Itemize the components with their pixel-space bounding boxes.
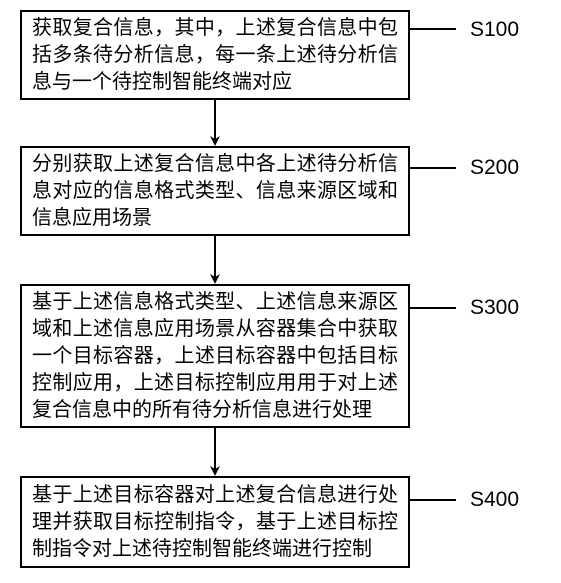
flow-connectors <box>0 0 561 583</box>
flowchart-canvas: 获取复合信息，其中，上述复合信息中包括多条待分析信息，每一条上述待分析信息与一个… <box>0 0 561 583</box>
